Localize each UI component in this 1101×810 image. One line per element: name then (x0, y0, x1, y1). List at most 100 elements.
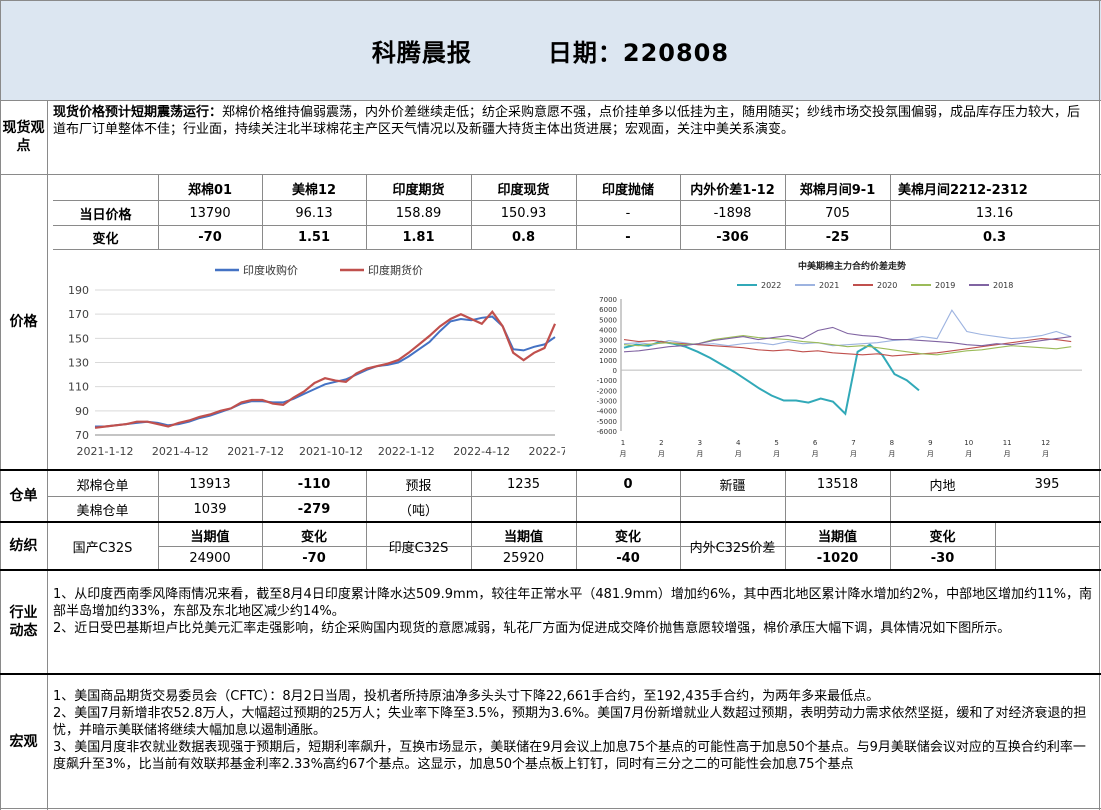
divider-price (0, 469, 1101, 471)
spread-y-tick: 4000 (599, 326, 617, 334)
textile-ind-change-label: 变化 (614, 529, 641, 545)
price-change-cell: 1.51 (297, 230, 331, 245)
india-x-tick: 2022-4-12 (453, 445, 510, 458)
textile-spread-label: 内外C32S价差 (689, 540, 776, 556)
spread-y-tick: -6000 (597, 428, 617, 436)
macro-item-1: 1、美国商品期货交易委员会（CFTC）：8月2日当周，投机者所持原油净多头头寸下… (53, 689, 880, 704)
textile-row-line (158, 546, 1099, 547)
spread-series-line (623, 338, 1072, 357)
india-series-line (94, 310, 557, 429)
india-x-tick: 2022-1-12 (378, 445, 435, 458)
spread-x-tick: 4 (736, 439, 741, 447)
section-label-spot: 现货观点 (2, 120, 45, 154)
divider-industry (0, 673, 1101, 675)
textile-dom-change: -70 (302, 550, 326, 566)
textile-ind-change: -40 (616, 550, 640, 566)
price-col-line (890, 175, 891, 249)
textile-ind-value: 25920 (502, 550, 545, 566)
spread-y-tick: 3000 (599, 337, 617, 345)
textile-spread-change-label: 变化 (929, 529, 956, 545)
price-change-cell: -70 (198, 230, 222, 245)
textile-col-line (262, 523, 263, 569)
spread-y-tick: -3000 (597, 398, 617, 406)
price-col-line (262, 175, 263, 249)
price-header-cell: 印度现货 (497, 182, 550, 198)
price-today-cell: -1898 (713, 205, 752, 221)
india-y-tick: 70 (75, 429, 89, 442)
report-title: 科腾晨报 (371, 38, 472, 67)
warehouse-col-line (890, 471, 891, 521)
spread-y-tick: 5000 (599, 316, 617, 324)
spread-x-unit: 月 (658, 450, 665, 458)
price-today-cell: - (625, 205, 631, 221)
border-right (1099, 0, 1100, 810)
india-x-tick: 2022-7-12 (529, 445, 565, 458)
textile-dom-current-label: 当期值 (190, 529, 230, 545)
spread-y-tick: 6000 (599, 306, 617, 314)
spread-x-tick: 2 (659, 439, 663, 447)
spread-x-tick: 3 (698, 439, 702, 447)
textile-col-line (158, 523, 159, 569)
spot-view-text: 现货价格预计短期震荡运行：郑棉价格维持偏弱震荡，内外价差继续走低；纺企采购意愿不… (53, 104, 1093, 138)
section-label-macro: 宏观 (9, 734, 38, 750)
spread-y-tick: 1000 (599, 357, 617, 365)
spread-x-unit: 月 (1004, 450, 1011, 458)
textile-col-line (890, 523, 891, 569)
india-y-tick: 90 (75, 405, 89, 418)
spread-x-tick: 10 (964, 439, 973, 447)
spread-x-unit: 月 (620, 450, 627, 458)
spread-y-tick: 2000 (599, 347, 617, 355)
textile-ind-current-label: 当期值 (503, 529, 543, 545)
price-change-cell: 1.81 (402, 230, 435, 245)
warehouse-cell-r1: 13913 (189, 476, 231, 492)
india-y-tick: 150 (68, 332, 89, 345)
spread-y-tick: -1000 (597, 377, 617, 385)
warehouse-cell-r1: 预报 (405, 478, 432, 494)
warehouse-cell-r1: 1235 (506, 476, 541, 492)
india-legend-label: 印度收购价 (243, 263, 298, 277)
textile-col-line (680, 523, 681, 569)
spread-legend-label: 2020 (877, 281, 897, 290)
spread-x-tick: 7 (851, 439, 855, 447)
price-change-cell: - (625, 230, 631, 245)
spread-series-line (623, 326, 1072, 353)
india-x-tick: 2021-4-12 (152, 445, 209, 458)
warehouse-col-line (471, 471, 472, 521)
price-today-cell: 13.16 (975, 205, 1014, 221)
macro-item-2: 2、美国7月新增非农52.8万人，大幅超过预期的25万人；失业率下降至3.5%，… (53, 706, 1087, 738)
warehouse-cell-r1: 395 (1034, 476, 1060, 492)
spread-legend-label: 2022 (761, 281, 781, 290)
price-col-line (366, 175, 367, 249)
spread-x-unit: 月 (735, 450, 742, 458)
spread-x-unit: 月 (1042, 450, 1049, 458)
textile-col-line (576, 523, 577, 569)
india-series-line (95, 315, 556, 428)
spot-view-body: 郑棉价格维持偏弱震荡，内外价差继续走低；纺企采购意愿不强，点价挂单多以低挂为主，… (53, 105, 1081, 137)
price-header-cell: 内外价差1-12 (690, 182, 775, 198)
textile-spread-change: -30 (930, 550, 955, 566)
spread-legend-label: 2021 (819, 281, 839, 290)
price-today-cell: 158.89 (395, 205, 442, 221)
price-change-label: 变化 (92, 232, 119, 247)
spread-legend-label: 2018 (993, 281, 1013, 290)
textile-col-line (471, 523, 472, 569)
spread-x-tick: 8 (890, 439, 894, 447)
india-price-chart: 190 170 150 130 110 90 70 2021-1-12 2021-4-12 202… (55, 255, 565, 460)
india-y-tick: 190 (68, 284, 89, 297)
price-change-cell: -25 (825, 230, 850, 245)
india-x-tick: 2021-7-12 (227, 445, 284, 458)
section-label-industry: 行业 动态 (9, 605, 38, 639)
spread-x-tick: 11 (1003, 439, 1012, 447)
macro-item-3: 3、美国月度非农就业数据表现强于预期后，短期利率飙升，互换市场显示，美联储在9月… (53, 740, 1086, 772)
spread-x-tick: 9 (928, 439, 932, 447)
price-col-line (680, 175, 681, 249)
warehouse-col-line (262, 471, 263, 521)
industry-text: 1、从印度西南季风降雨情况来看，截至8月4日印度累计降水达509.9mm，较往年… (53, 586, 1095, 637)
price-header-cell: 美棉12 (291, 182, 337, 198)
spread-x-unit: 月 (927, 450, 934, 458)
price-today-label: 当日价格 (79, 207, 132, 223)
price-header-cell: 郑棉01 (187, 182, 233, 198)
spread-x-unit: 月 (888, 450, 895, 458)
